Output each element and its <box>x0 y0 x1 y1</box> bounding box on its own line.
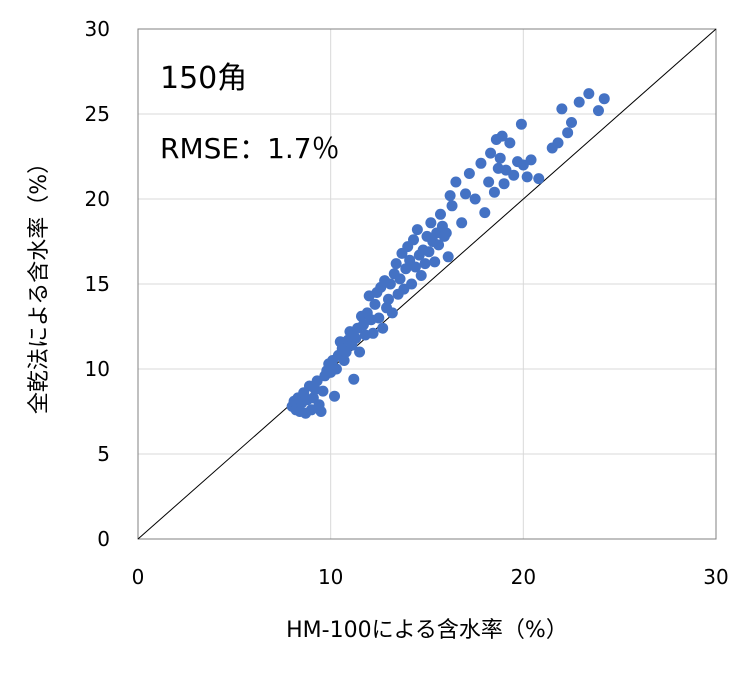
data-point <box>566 117 577 128</box>
x-tick-label: 30 <box>703 565 728 589</box>
data-points <box>286 88 610 419</box>
data-point <box>573 96 585 108</box>
data-point <box>515 118 527 130</box>
data-point <box>315 406 327 417</box>
data-point <box>409 261 421 273</box>
rmse-annotation: RMSE：1.7％ <box>160 132 340 165</box>
identity-reference-line <box>137 28 717 540</box>
x-axis-title: HM-100による含水率（%） <box>286 618 568 643</box>
y-tick-label: 30 <box>85 17 110 41</box>
data-point <box>556 103 568 115</box>
data-point <box>338 355 350 366</box>
data-point <box>521 171 533 183</box>
data-point <box>369 298 381 310</box>
size-annotation: 150角 <box>160 61 247 96</box>
data-point <box>498 178 510 190</box>
data-point <box>442 251 454 263</box>
data-point <box>460 188 472 200</box>
data-point <box>425 217 437 229</box>
data-point <box>456 217 468 229</box>
data-point <box>354 346 366 358</box>
data-point <box>394 273 406 285</box>
data-point <box>415 270 427 281</box>
data-point <box>408 234 420 246</box>
data-point <box>429 256 441 268</box>
data-point <box>450 176 462 188</box>
data-point <box>483 176 495 188</box>
data-point <box>488 186 500 198</box>
y-tick-label: 5 <box>97 442 110 466</box>
x-axis-tick-labels: 0 10 20 30 <box>132 565 729 589</box>
data-point <box>508 169 520 181</box>
data-point <box>367 327 379 339</box>
data-point <box>496 130 508 142</box>
data-point <box>373 312 385 324</box>
y-tick-label: 0 <box>97 527 110 551</box>
data-point <box>598 93 610 105</box>
data-point <box>386 307 398 319</box>
data-point <box>317 385 329 397</box>
y-axis-tick-labels: 0 5 10 15 20 25 30 <box>85 17 110 551</box>
x-tick-label: 10 <box>318 565 343 589</box>
data-point <box>463 168 475 179</box>
data-point <box>479 207 491 219</box>
data-point <box>384 278 396 290</box>
data-point <box>400 263 412 275</box>
data-point <box>444 190 456 202</box>
data-point <box>446 200 458 212</box>
data-point <box>440 227 452 239</box>
data-point <box>475 157 487 169</box>
y-tick-label: 20 <box>85 187 110 211</box>
data-point <box>583 88 595 100</box>
data-point <box>592 105 604 117</box>
data-point <box>390 258 402 270</box>
data-point <box>423 246 435 258</box>
data-point <box>348 373 360 385</box>
x-tick-label: 0 <box>132 565 145 589</box>
data-point <box>330 363 342 375</box>
data-point <box>469 193 481 205</box>
data-point <box>552 137 564 149</box>
data-point <box>525 154 537 166</box>
data-point <box>562 127 574 139</box>
plot-area-border <box>137 28 717 540</box>
x-tick-label: 20 <box>511 565 536 589</box>
data-point <box>406 278 418 290</box>
data-point <box>350 332 362 344</box>
data-point <box>377 322 389 334</box>
y-axis-title: 全乾法による含水率（%） <box>27 152 52 414</box>
data-point <box>329 390 341 402</box>
y-tick-label: 10 <box>85 357 110 381</box>
data-point <box>433 239 445 251</box>
data-point <box>411 224 423 236</box>
data-point <box>419 258 431 270</box>
data-point <box>485 147 497 159</box>
data-point <box>434 208 446 220</box>
y-tick-label: 25 <box>85 102 110 126</box>
y-tick-label: 15 <box>85 272 110 296</box>
data-point <box>533 173 545 185</box>
data-point <box>494 152 506 164</box>
data-point <box>382 293 394 305</box>
data-point <box>504 137 516 149</box>
